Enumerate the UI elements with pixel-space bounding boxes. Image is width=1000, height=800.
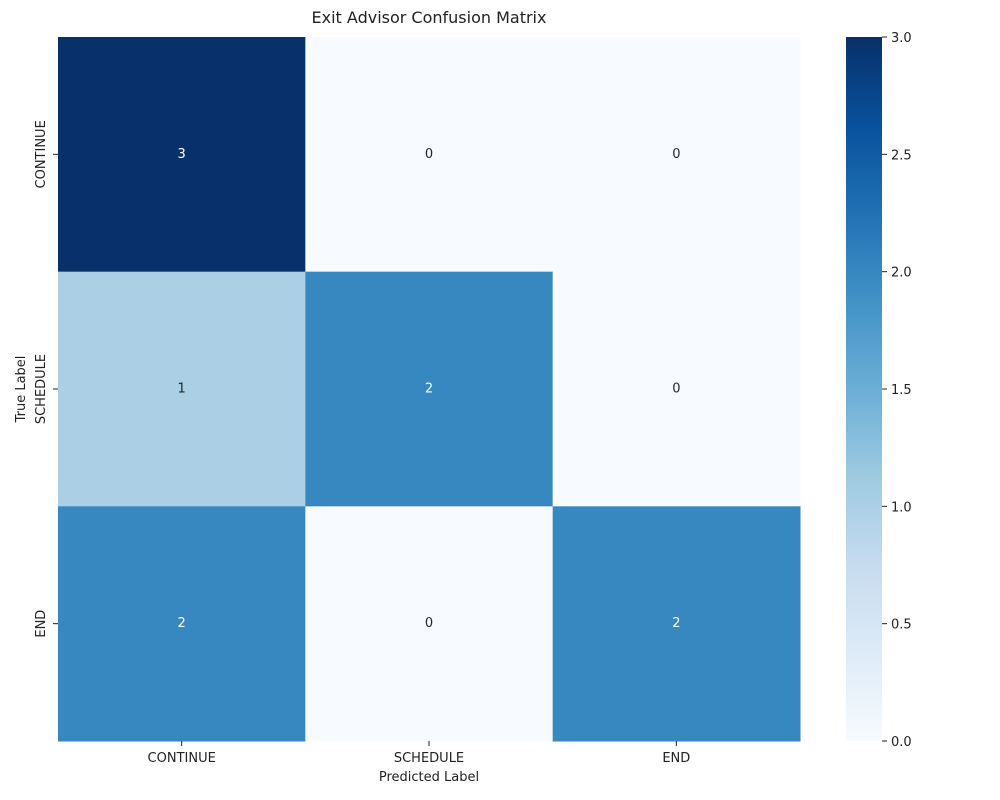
y-axis-label: True Label bbox=[14, 356, 29, 424]
heatmap-cell bbox=[58, 271, 306, 507]
heatmap-cell bbox=[552, 271, 801, 507]
colorbar-tick-label: 2.5 bbox=[891, 148, 912, 163]
chart-title: Exit Advisor Confusion Matrix bbox=[312, 8, 547, 27]
heatmap-cell bbox=[58, 37, 306, 273]
colorbar-tick-label: 1.0 bbox=[891, 500, 912, 515]
heatmap-cell bbox=[58, 506, 306, 742]
colorbar: 0.0 0.5 1.0 1.5 2.0 2.5 3.0 bbox=[846, 31, 912, 750]
cell-value-label: 3 bbox=[178, 147, 186, 162]
colorbar-tick-label: 1.5 bbox=[891, 383, 912, 398]
cell-value-label: 2 bbox=[672, 616, 680, 631]
colorbar-tick-label: 0.0 bbox=[891, 735, 912, 750]
y-tick-label: SCHEDULE bbox=[34, 354, 49, 424]
cell-value-label: 1 bbox=[178, 382, 186, 397]
cell-value-label: 2 bbox=[425, 382, 433, 397]
heatmap-cells: 3 0 0 1 2 0 2 0 2 bbox=[58, 37, 801, 742]
heatmap-cell bbox=[305, 37, 554, 273]
heatmap-cell bbox=[305, 506, 554, 742]
cell-value-label: 0 bbox=[672, 147, 680, 162]
cell-value-label: 0 bbox=[425, 147, 433, 162]
x-axis-label: Predicted Label bbox=[379, 770, 479, 785]
cell-value-label: 2 bbox=[178, 616, 186, 631]
x-tick-label: SCHEDULE bbox=[394, 751, 464, 766]
y-axis-ticks: CONTINUE SCHEDULE END bbox=[34, 120, 58, 638]
cell-value-label: 0 bbox=[672, 382, 680, 397]
y-tick-label: CONTINUE bbox=[34, 120, 49, 188]
heatmap-cell bbox=[552, 37, 801, 273]
colorbar-tick-label: 0.5 bbox=[891, 618, 912, 633]
colorbar-gradient bbox=[846, 37, 882, 741]
x-tick-label: CONTINUE bbox=[148, 751, 216, 766]
heatmap-cell bbox=[552, 506, 801, 742]
cell-value-label: 0 bbox=[425, 616, 433, 631]
y-tick-label: END bbox=[34, 610, 49, 638]
x-axis-ticks: CONTINUE SCHEDULE END bbox=[148, 741, 690, 766]
heatmap-cell bbox=[305, 271, 554, 507]
colorbar-tick-label: 2.0 bbox=[891, 266, 912, 281]
x-tick-label: END bbox=[662, 751, 690, 766]
colorbar-tick-label: 3.0 bbox=[891, 31, 912, 46]
colorbar-ticks: 0.0 0.5 1.0 1.5 2.0 2.5 3.0 bbox=[882, 31, 912, 750]
